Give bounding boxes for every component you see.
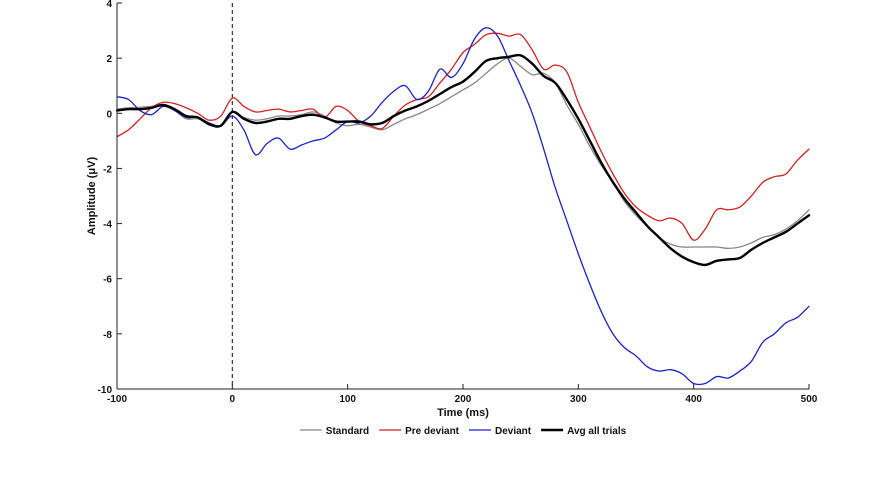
x-tick-label: 500 [801,394,818,405]
series-line-pre-deviant [116,32,810,241]
series-line-standard [116,57,810,250]
series-line-avg-all-trials [115,53,811,267]
legend-label: Avg all trials [567,426,627,437]
x-tick-label: 0 [230,394,236,405]
series-line-deviant [116,27,810,386]
y-tick-label: -10 [98,385,113,396]
y-tick-label: -8 [103,330,112,341]
y-tick-label: -6 [103,275,112,286]
axes: -100 0 100 200 300 400 500 -10 -8 -6 -4 -2 0 2 4 [98,0,818,405]
legend-label: Deviant [495,426,532,437]
series-lines [115,27,811,386]
y-tick-label: -4 [103,220,112,231]
x-tick-label: 300 [570,394,587,405]
y-tick-label: 4 [106,0,112,10]
x-tick-label: -100 [107,394,127,405]
legend-item: Avg all trials [541,426,627,437]
y-tick-label: 0 [106,109,112,120]
legend-item: Pre deviant [379,426,460,437]
x-axis-title: Time (ms) [437,407,489,419]
legend-label: Pre deviant [405,426,460,437]
legend-item: Deviant [469,426,532,437]
x-tick-label: 400 [685,394,702,405]
legend-item: Standard [299,426,369,437]
y-axis-title: Amplitude (μV) [86,157,98,236]
x-tick-label: 200 [455,394,472,405]
y-tick-label: 2 [106,54,112,65]
y-tick-label: -2 [103,164,112,175]
x-tick-label: 100 [339,394,356,405]
legend: Standard Pre deviant Deviant Avg all trials [299,426,627,437]
legend-label: Standard [326,426,369,437]
